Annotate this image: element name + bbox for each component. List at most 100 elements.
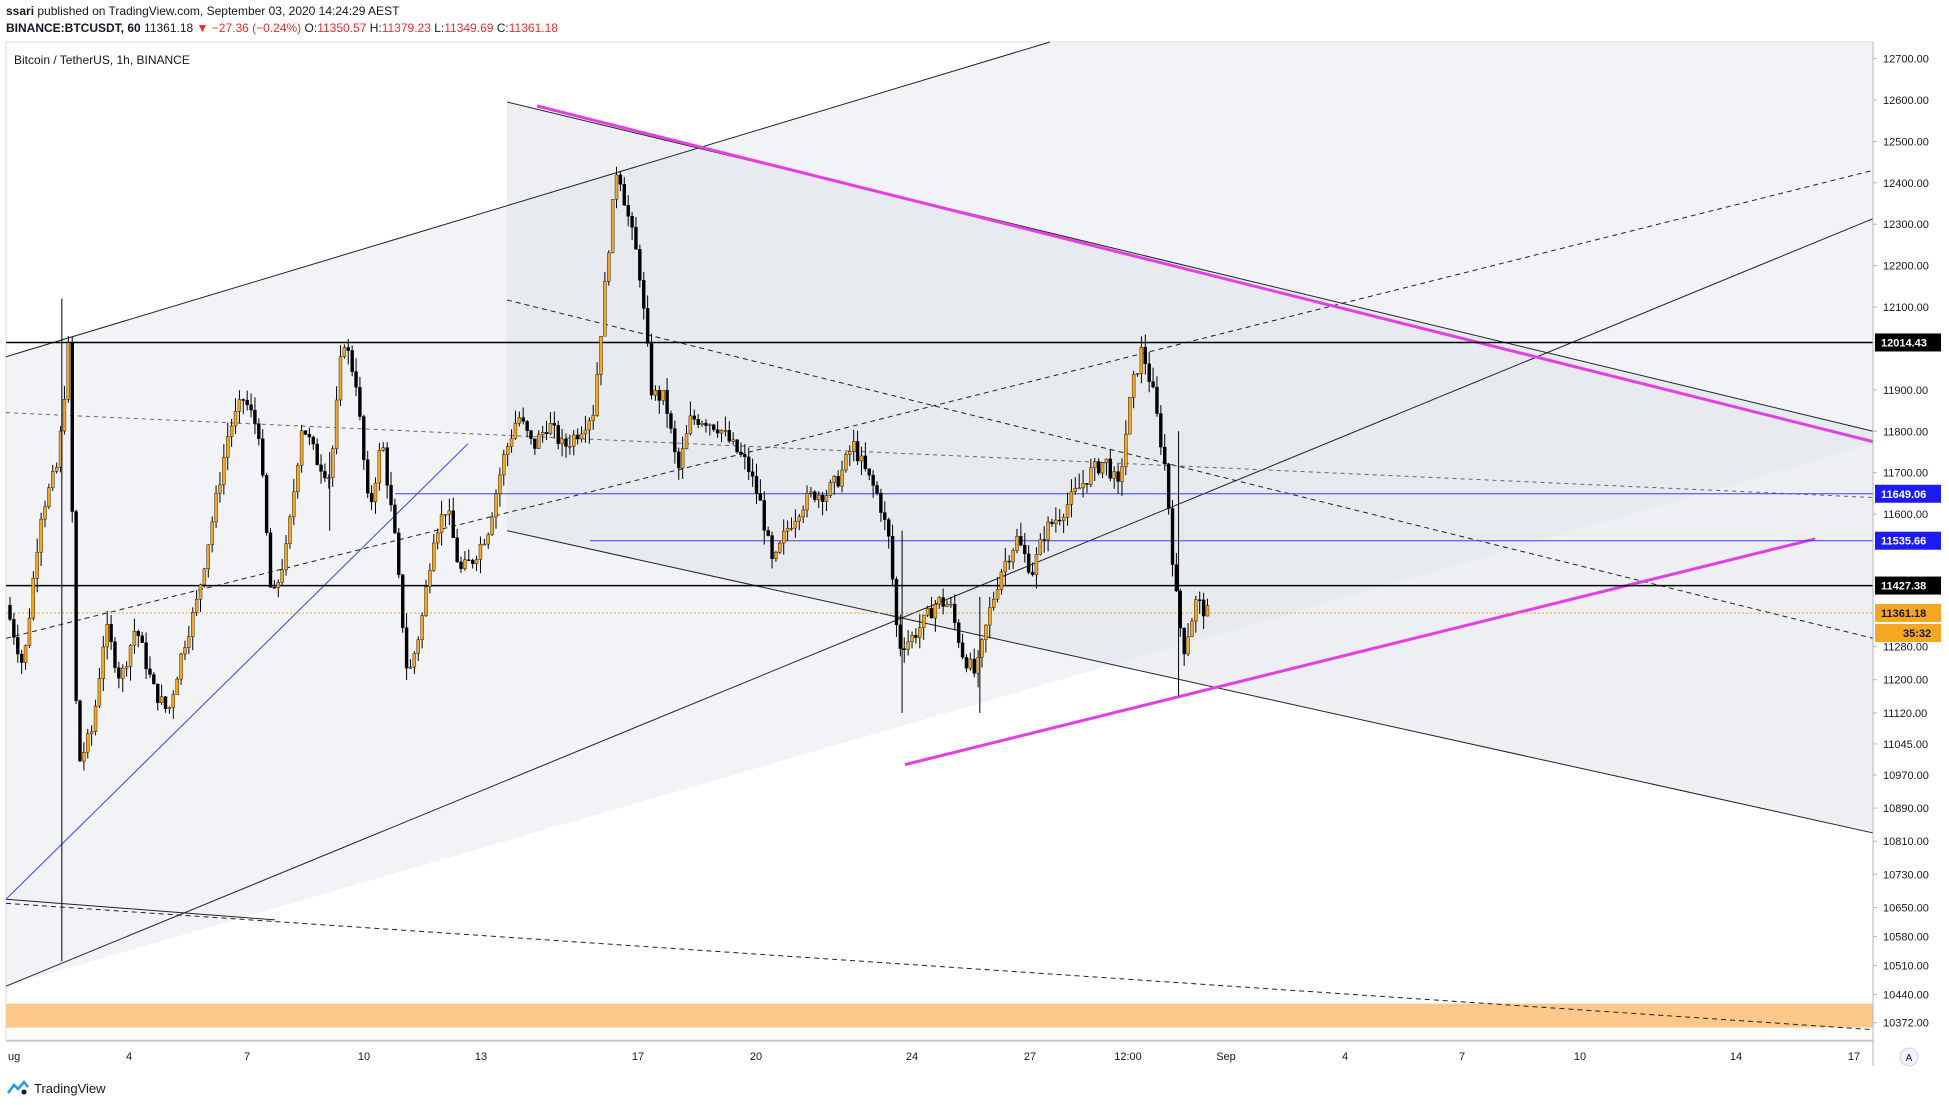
- candle-body: [1108, 458, 1113, 479]
- candle-body: [809, 491, 813, 494]
- time-tick-label: 7: [1459, 1051, 1465, 1063]
- candle-body: [774, 552, 778, 559]
- candle-body: [953, 603, 957, 623]
- price-chart[interactable]: 12700.00 12600.00 12500.00 12400.00 12300.00…: [0, 40, 1949, 1075]
- candle-body: [202, 568, 207, 585]
- candle-body: [509, 438, 514, 447]
- falling-channel: [507, 102, 1873, 833]
- candle-body: [1178, 590, 1182, 629]
- candle-body: [925, 608, 930, 616]
- candle-body: [105, 624, 109, 648]
- time-tick-label: 7: [244, 1051, 250, 1063]
- candle-body: [778, 542, 782, 553]
- falling-lower-line[interactable]: [506, 530, 1874, 834]
- candle-body: [599, 335, 603, 375]
- change-down-icon: ▼: [196, 21, 209, 35]
- blue-trendline[interactable]: [5, 443, 469, 900]
- candle-body: [51, 471, 55, 488]
- candle-body: [424, 586, 428, 616]
- candle-body: [226, 436, 230, 458]
- candle-body: [805, 493, 809, 511]
- candle-body: [525, 421, 529, 431]
- candle-body: [264, 475, 269, 533]
- candle-body: [206, 544, 210, 570]
- candle-body: [183, 647, 187, 655]
- candle-body: [964, 657, 969, 669]
- rising-median-line[interactable]: [5, 169, 1874, 639]
- candle-body: [128, 645, 133, 667]
- candle-body: [420, 615, 424, 641]
- candle-body: [1120, 466, 1124, 482]
- candle-body: [1011, 550, 1015, 563]
- tradingview-brand[interactable]: TradingView: [34, 1081, 106, 1096]
- candle-body: [1003, 560, 1008, 573]
- ohlc-line: BINANCE:BTCUSDT, 60 11361.18 ▼ −27.36 (−…: [6, 20, 558, 36]
- candle-body: [836, 475, 840, 487]
- candle-body: [785, 528, 790, 532]
- candle-body: [723, 430, 728, 432]
- price-tick-label: 10890.00: [1883, 803, 1929, 815]
- price-tick-label: 12400.00: [1883, 178, 1929, 190]
- candle-body: [78, 700, 82, 762]
- price-label-text: 11649.06: [1881, 489, 1926, 501]
- candle-body: [871, 474, 875, 486]
- price-tick-label: 11280.00: [1883, 642, 1928, 654]
- price-label-text: 11535.66: [1881, 536, 1926, 548]
- candle-body: [789, 527, 794, 530]
- price-tick-label: 12700.00: [1883, 54, 1929, 66]
- candle-body: [739, 451, 743, 455]
- candle-body: [556, 424, 560, 444]
- candle-body: [365, 459, 370, 494]
- candle-body: [591, 415, 595, 421]
- candle-body: [1155, 386, 1159, 414]
- high-label: H:: [369, 21, 382, 35]
- candle-body: [1034, 554, 1039, 575]
- time-tick-label: 4: [1342, 1051, 1348, 1063]
- candle-body: [762, 500, 766, 531]
- early-trend-line[interactable]: [5, 898, 276, 921]
- candle-body: [113, 641, 117, 668]
- candle-body: [432, 542, 436, 571]
- channel-upper-line[interactable]: [5, 41, 1051, 358]
- candle-body: [1116, 471, 1120, 482]
- candle-body: [210, 521, 214, 545]
- candle-body: [991, 599, 996, 608]
- candle-body: [603, 281, 607, 337]
- candle-body: [502, 454, 506, 476]
- candle-body: [521, 417, 525, 422]
- candle-body: [696, 419, 700, 425]
- author-name[interactable]: ssari: [6, 4, 35, 18]
- candle-body: [1112, 471, 1116, 479]
- candle-body: [544, 432, 549, 435]
- candle-body: [66, 342, 71, 400]
- candle-body: [999, 571, 1004, 590]
- candle-body: [43, 506, 47, 520]
- candle-body: [319, 464, 323, 472]
- candle-body: [494, 493, 498, 518]
- candle-body: [1174, 564, 1179, 592]
- candle-body: [89, 731, 94, 734]
- price-tick-label: 12200.00: [1883, 261, 1929, 273]
- tradingview-logo-icon[interactable]: [6, 1079, 30, 1097]
- candle-body: [828, 482, 833, 496]
- candle-body: [194, 599, 199, 613]
- candle-body: [657, 389, 661, 401]
- candle-body: [140, 635, 144, 643]
- auto-scale-label: A: [1906, 1053, 1913, 1064]
- candle-body: [1054, 519, 1058, 524]
- candle-body: [579, 433, 584, 440]
- candle-body: [533, 438, 537, 449]
- candle-body: [1135, 373, 1140, 375]
- auto-scale-button[interactable]: [1899, 1047, 1919, 1067]
- lower-dashed-line[interactable]: [5, 902, 1874, 1031]
- candle-body: [867, 468, 871, 476]
- magenta-support-line[interactable]: [904, 537, 1816, 767]
- candle-body: [334, 399, 339, 449]
- candle-body: [844, 454, 848, 471]
- price-label-countdown: [1875, 623, 1941, 642]
- candle-body: [552, 423, 557, 426]
- candle-body: [124, 666, 129, 669]
- candle-body: [93, 705, 98, 732]
- candle-body: [700, 422, 704, 425]
- magenta-resistance-line[interactable]: [536, 104, 1874, 444]
